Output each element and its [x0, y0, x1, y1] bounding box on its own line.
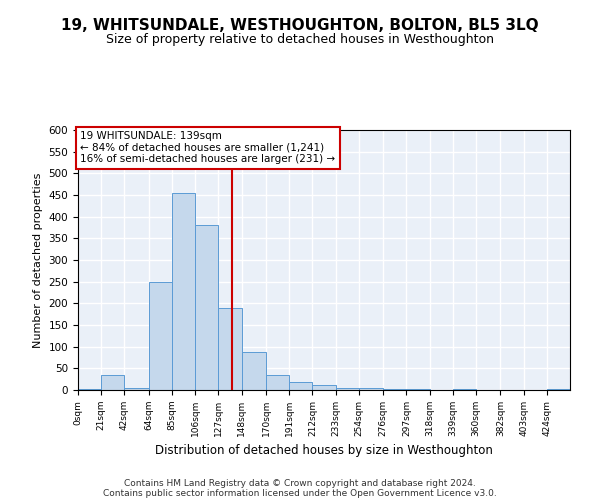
Bar	[289, 382, 313, 390]
Bar	[266, 375, 289, 390]
Text: Size of property relative to detached houses in Westhoughton: Size of property relative to detached ho…	[106, 32, 494, 46]
Text: Contains HM Land Registry data © Crown copyright and database right 2024.: Contains HM Land Registry data © Crown c…	[124, 478, 476, 488]
Text: Contains public sector information licensed under the Open Government Licence v3: Contains public sector information licen…	[103, 488, 497, 498]
Bar	[406, 389, 430, 390]
X-axis label: Distribution of detached houses by size in Westhoughton: Distribution of detached houses by size …	[155, 444, 493, 458]
Bar	[359, 388, 383, 390]
Bar	[218, 308, 242, 390]
Y-axis label: Number of detached properties: Number of detached properties	[33, 172, 43, 348]
Bar	[149, 282, 172, 390]
Text: 19 WHITSUNDALE: 139sqm
← 84% of detached houses are smaller (1,241)
16% of semi-: 19 WHITSUNDALE: 139sqm ← 84% of detached…	[80, 132, 335, 164]
Bar	[547, 389, 570, 390]
Bar	[335, 388, 359, 390]
Bar	[172, 193, 195, 390]
Bar	[195, 226, 218, 390]
Text: 19, WHITSUNDALE, WESTHOUGHTON, BOLTON, BL5 3LQ: 19, WHITSUNDALE, WESTHOUGHTON, BOLTON, B…	[61, 18, 539, 32]
Bar	[78, 389, 101, 390]
Bar	[383, 388, 406, 390]
Bar	[101, 375, 124, 390]
Bar	[453, 389, 476, 390]
Bar	[124, 388, 149, 390]
Bar	[313, 385, 335, 390]
Bar	[242, 352, 266, 390]
